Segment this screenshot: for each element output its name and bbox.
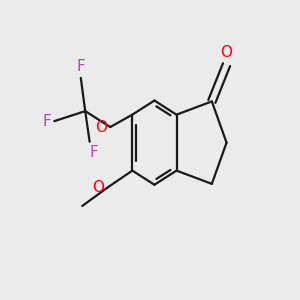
Text: F: F bbox=[43, 114, 51, 129]
Text: O: O bbox=[220, 45, 232, 60]
Text: F: F bbox=[76, 59, 85, 74]
Text: O: O bbox=[92, 180, 104, 195]
Text: O: O bbox=[95, 119, 107, 134]
Text: F: F bbox=[90, 145, 98, 160]
